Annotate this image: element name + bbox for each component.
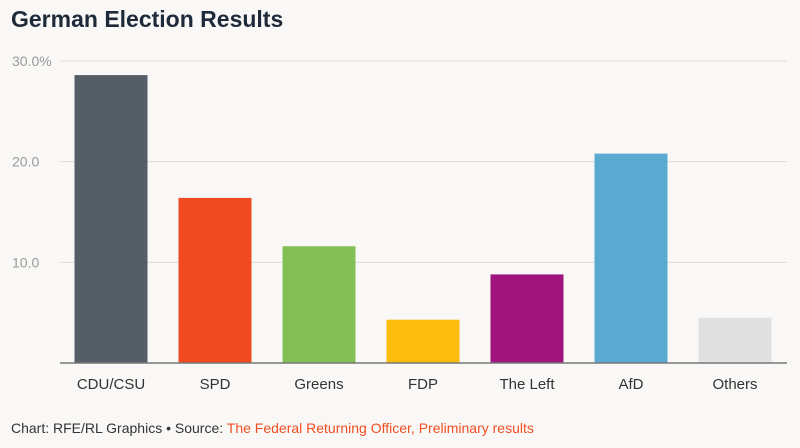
bar-spd bbox=[178, 197, 252, 363]
y-tick-label: 10.0 bbox=[12, 254, 39, 270]
bar-others bbox=[698, 317, 772, 363]
chart-footer: Chart: RFE/RL Graphics • Source: The Fed… bbox=[11, 420, 534, 436]
chart-title: German Election Results bbox=[11, 6, 284, 32]
y-tick-label: 30.0% bbox=[12, 53, 52, 69]
credit-text: Chart: RFE/RL Graphics • Source: bbox=[11, 420, 227, 436]
category-label: Greens bbox=[294, 376, 343, 393]
category-label: FDP bbox=[408, 376, 438, 393]
source-link[interactable]: The Federal Returning Officer, Prelimina… bbox=[226, 420, 534, 436]
bar-fdp bbox=[386, 319, 460, 363]
category-label: Others bbox=[712, 376, 757, 393]
y-tick-label: 20.0 bbox=[12, 154, 39, 170]
bar-cdu-csu bbox=[74, 75, 148, 364]
bar-afd bbox=[594, 153, 668, 363]
category-label: CDU/CSU bbox=[77, 376, 145, 393]
category-label: The Left bbox=[499, 376, 555, 393]
bar-greens bbox=[282, 246, 356, 363]
bars bbox=[74, 75, 772, 364]
category-labels: CDU/CSU SPD Greens FDP The Left AfD Others bbox=[77, 376, 758, 393]
category-label: SPD bbox=[200, 376, 231, 393]
category-label: AfD bbox=[618, 376, 643, 393]
bar-the-left bbox=[490, 274, 564, 363]
